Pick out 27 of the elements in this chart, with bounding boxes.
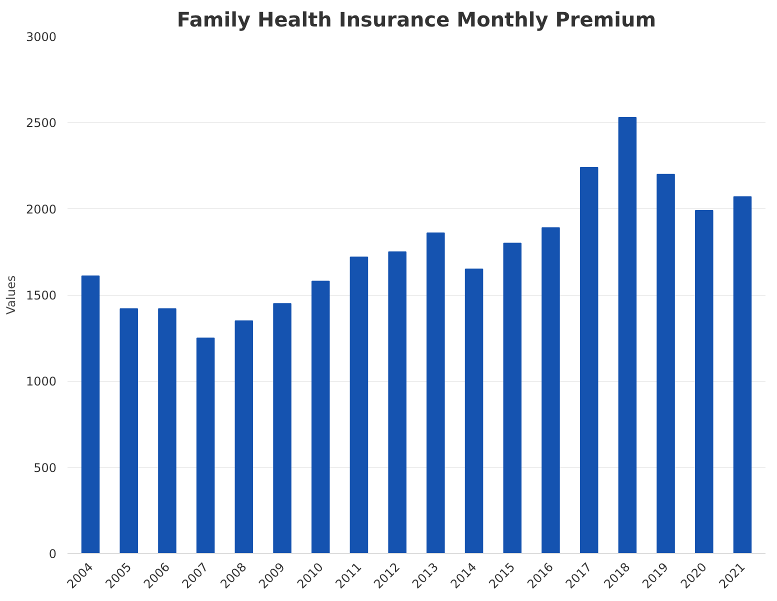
bar [464, 268, 484, 554]
y-tick-label: 1500 [26, 288, 57, 302]
bar [273, 303, 292, 554]
y-tick-label: 2000 [26, 202, 57, 216]
bar [618, 116, 637, 554]
bar [656, 174, 675, 554]
bar [503, 242, 522, 554]
y-tick-label: 2500 [26, 116, 57, 130]
y-tick-label: 1000 [26, 374, 57, 389]
bar [733, 196, 752, 554]
bar [234, 320, 254, 554]
bar [426, 232, 445, 554]
y-axis-title: Values [4, 275, 18, 315]
bar [196, 338, 215, 554]
chart-title: Family Health Insurance Monthly Premium [176, 8, 656, 32]
bar [388, 251, 406, 554]
bar [580, 166, 598, 554]
y-tick-label: 0 [48, 547, 57, 561]
bar [81, 276, 100, 554]
bar [542, 227, 560, 554]
y-tick-label: 500 [34, 460, 56, 475]
bar [158, 308, 176, 554]
y-tick-label: 3000 [26, 30, 57, 44]
bar [120, 308, 138, 554]
bar [311, 280, 330, 554]
bar [695, 210, 714, 554]
bar [350, 256, 368, 554]
